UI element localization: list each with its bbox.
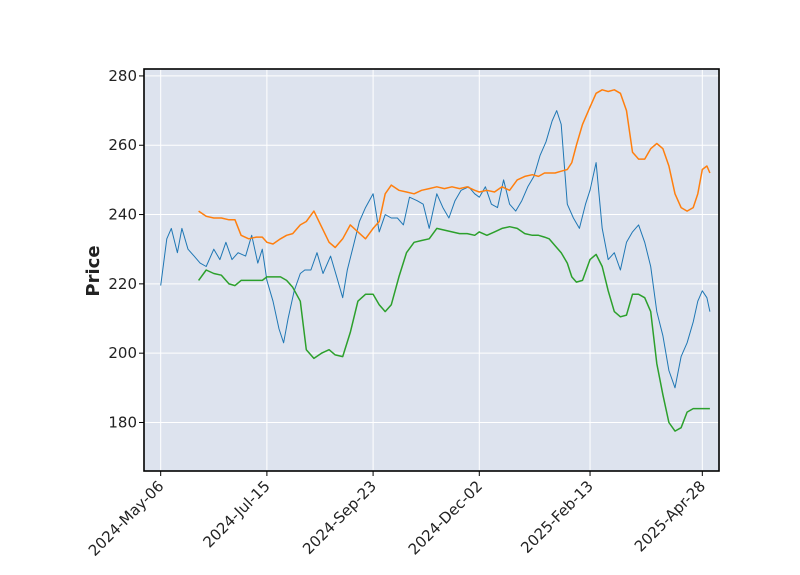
- price-line: [160, 110, 711, 389]
- grid-lines: [144, 69, 719, 471]
- y-tick-label: 280: [108, 67, 137, 85]
- y-tick-label: 180: [108, 413, 137, 431]
- y-axis: 180 200 220 240 260 280: [108, 67, 144, 431]
- plot-area: [144, 69, 719, 471]
- y-tick-label: 200: [108, 344, 137, 362]
- y-tick-label: 240: [108, 206, 137, 224]
- y-tick-label: 260: [108, 136, 137, 154]
- lower-band-line: [197, 225, 710, 432]
- y-axis-title: Price: [83, 245, 104, 296]
- plot-frame: [143, 68, 720, 472]
- upper-band-line: [198, 89, 711, 249]
- series-layer: [160, 89, 711, 432]
- y-tick-label: 220: [108, 275, 137, 293]
